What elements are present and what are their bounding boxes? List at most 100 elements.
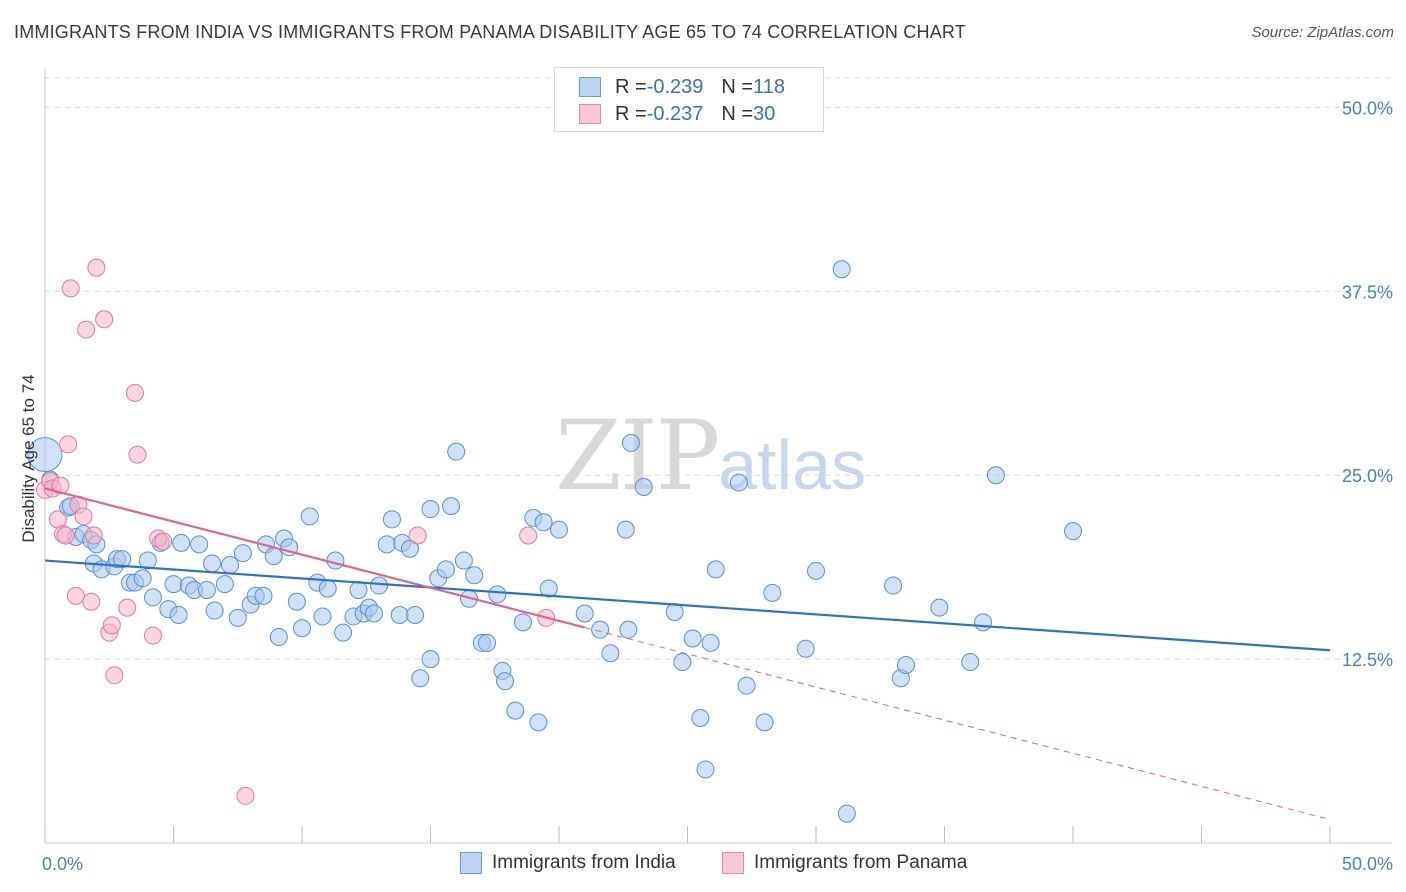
india-point	[113, 550, 132, 569]
india-point	[930, 598, 949, 617]
india-point	[313, 607, 332, 626]
india-point	[269, 628, 288, 647]
y-tick-label: 25.0%	[1342, 466, 1393, 486]
india-point	[221, 555, 240, 574]
legend-row-panama: R = -0.237 N = 30	[579, 101, 775, 127]
trend-lines	[44, 487, 1331, 820]
legend-r-value-india: -0.239	[646, 75, 704, 98]
india-point	[228, 608, 247, 627]
india-point	[169, 605, 188, 624]
india-point	[986, 466, 1005, 485]
y-tick-label: 12.5%	[1342, 650, 1393, 670]
panama-point	[118, 598, 137, 617]
india-point	[884, 576, 903, 595]
india-point	[896, 655, 915, 674]
india-point	[27, 437, 63, 473]
india-point	[293, 619, 311, 638]
panama-point	[408, 526, 427, 545]
panama-point	[128, 445, 147, 464]
legend-n-label-india: N =	[721, 75, 754, 98]
legend-swatch-panama	[579, 104, 601, 124]
india-point	[550, 520, 568, 539]
panama-point	[61, 279, 80, 298]
india-point	[974, 613, 993, 632]
india-point	[197, 580, 216, 599]
india-point	[796, 639, 815, 658]
panama-point	[59, 435, 78, 454]
legend-r-value-panama: -0.237	[646, 102, 704, 125]
india-point	[755, 713, 774, 732]
panama-point	[66, 586, 85, 605]
india-point	[454, 551, 473, 570]
panama-point	[56, 526, 75, 545]
india-point	[634, 477, 653, 496]
india-point	[465, 566, 484, 585]
india-point	[164, 575, 183, 594]
trend-line-panama	[44, 487, 585, 629]
india-point	[334, 623, 353, 642]
india-point	[203, 554, 222, 573]
india-point	[377, 535, 396, 554]
india-point	[364, 604, 383, 623]
india-point	[442, 497, 461, 516]
india-point	[616, 520, 635, 539]
axes	[44, 68, 1392, 844]
legend-n-value-india: 118	[753, 75, 785, 98]
india-point	[737, 676, 756, 695]
legend: R = -0.239 N = 118 R = -0.237 N = 30	[554, 67, 824, 132]
series-panama	[36, 258, 556, 805]
y-tick-label: 37.5%	[1342, 282, 1393, 302]
india-point	[539, 579, 558, 598]
india-point	[763, 583, 782, 602]
bottom-legend-panama: Immigrants from Panama	[722, 852, 967, 874]
india-point	[233, 544, 252, 563]
india-point	[696, 760, 715, 779]
india-point	[506, 701, 525, 720]
india-point	[961, 653, 980, 672]
india-point	[701, 633, 720, 652]
panama-point	[519, 526, 538, 545]
india-point	[729, 473, 748, 492]
bottom-legend-swatch-india	[460, 852, 482, 874]
india-point	[318, 579, 337, 598]
source-label: Source: ZipAtlas.com	[1251, 24, 1394, 41]
india-point	[370, 576, 389, 595]
panama-point	[236, 786, 255, 805]
india-point	[421, 500, 440, 519]
india-point	[190, 535, 209, 554]
india-point	[215, 575, 234, 594]
trend-line-india	[44, 559, 1331, 652]
india-point	[478, 633, 497, 652]
panama-point	[154, 532, 173, 551]
panama-point	[82, 592, 101, 611]
chart-title: IMMIGRANTS FROM INDIA VS IMMIGRANTS FROM…	[14, 22, 966, 42]
panama-point	[143, 626, 162, 645]
legend-swatch-india	[579, 77, 601, 97]
india-point	[807, 561, 825, 580]
panama-point	[51, 476, 70, 495]
india-point	[619, 620, 638, 639]
panama-point	[105, 666, 124, 685]
panama-point	[77, 320, 96, 339]
bottom-legend-india: Immigrants from India	[460, 852, 676, 874]
india-point	[706, 560, 725, 579]
india-point	[411, 669, 430, 688]
india-point	[264, 547, 283, 566]
legend-n-label-panama: N =	[721, 102, 754, 125]
india-point	[326, 551, 345, 570]
india-point	[683, 629, 702, 648]
watermark-atlas: atlas	[718, 426, 867, 504]
india-point	[601, 644, 620, 663]
india-point	[390, 605, 409, 624]
y-axis-label: Disability Age 65 to 74	[19, 374, 38, 542]
india-point	[436, 560, 455, 579]
india-point	[143, 588, 162, 607]
india-point	[138, 551, 157, 570]
legend-n-value-panama: 30	[753, 102, 776, 125]
trend-line-panama-extension	[584, 626, 1331, 820]
india-point	[254, 586, 273, 605]
india-point	[496, 672, 515, 691]
india-point	[447, 442, 466, 461]
india-point	[529, 713, 548, 732]
